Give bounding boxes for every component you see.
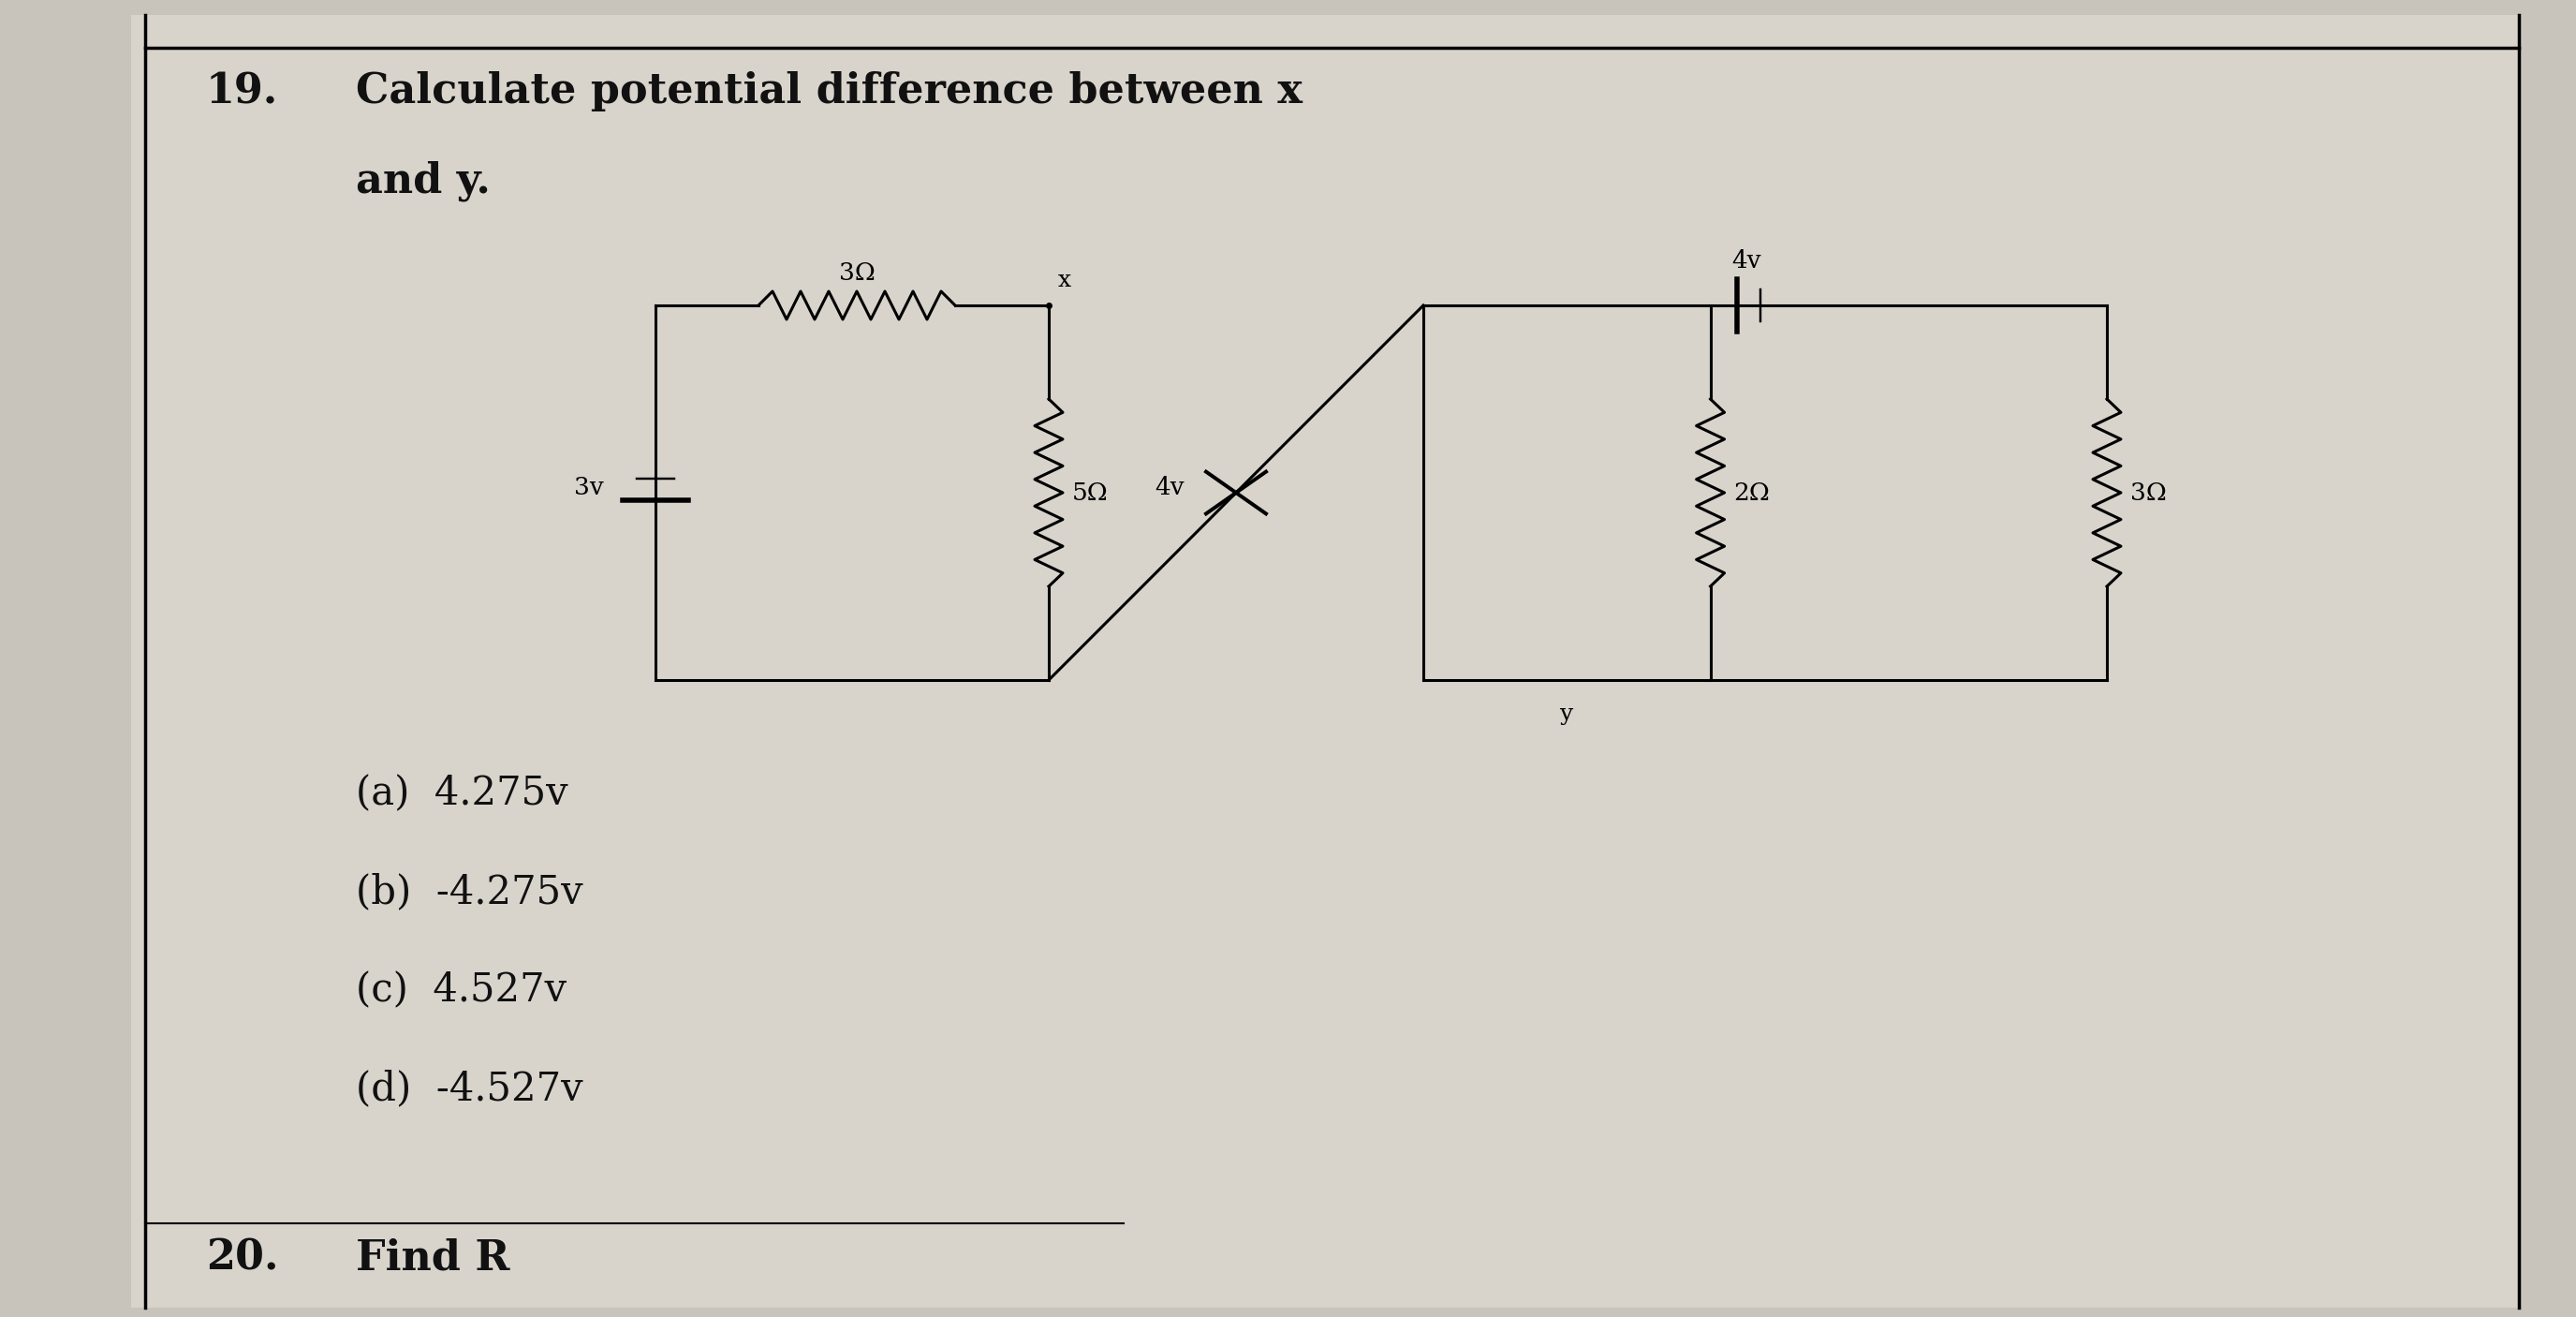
- Text: 3Ω: 3Ω: [840, 261, 876, 284]
- Text: 20.: 20.: [206, 1238, 278, 1277]
- Text: 2Ω: 2Ω: [1734, 481, 1770, 504]
- Text: 3Ω: 3Ω: [2130, 481, 2166, 504]
- Text: 19.: 19.: [206, 71, 278, 112]
- Text: 5Ω: 5Ω: [1072, 481, 1108, 504]
- Text: Find R: Find R: [355, 1238, 510, 1277]
- Text: y: y: [1561, 703, 1574, 724]
- Text: x: x: [1059, 270, 1072, 291]
- FancyBboxPatch shape: [131, 14, 2519, 1308]
- Text: Calculate potential difference between x: Calculate potential difference between x: [355, 71, 1303, 112]
- Text: 4v: 4v: [1731, 249, 1762, 273]
- Text: 4v: 4v: [1154, 477, 1185, 499]
- Text: (c)  4.527v: (c) 4.527v: [355, 971, 567, 1010]
- Text: and y.: and y.: [355, 161, 489, 202]
- Text: (a)  4.275v: (a) 4.275v: [355, 773, 569, 813]
- Text: (d)  -4.527v: (d) -4.527v: [355, 1069, 582, 1108]
- Text: (b)  -4.275v: (b) -4.275v: [355, 872, 582, 911]
- Text: 3v: 3v: [574, 477, 603, 499]
